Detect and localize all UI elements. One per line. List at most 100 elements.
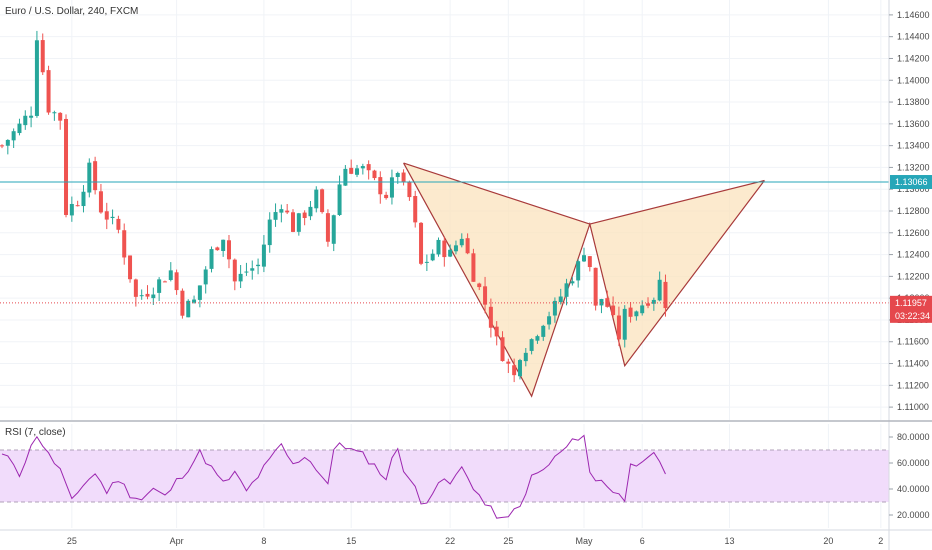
candle-body xyxy=(133,279,138,297)
candle-body xyxy=(192,299,197,303)
candle-body xyxy=(331,215,336,244)
price-badges: 1.13066 1.11957 03:22:34 xyxy=(890,175,932,323)
rsi-line xyxy=(1,434,666,519)
candle-body xyxy=(413,196,418,223)
time-tick-label: 8 xyxy=(261,536,266,546)
time-tick-label: 15 xyxy=(346,536,356,546)
candle-body xyxy=(69,203,74,216)
candle-body xyxy=(174,272,179,291)
price-tick-label: 1.14200 xyxy=(897,53,930,63)
candle-body xyxy=(267,219,272,246)
candle-body xyxy=(75,205,80,207)
candle-body xyxy=(145,293,150,297)
candle-body xyxy=(582,255,586,262)
time-tick-label: 25 xyxy=(67,536,77,546)
candle-body xyxy=(366,164,371,171)
candle-body xyxy=(168,270,173,280)
candle-body xyxy=(430,253,435,261)
rsi-series-line xyxy=(1,434,666,519)
pattern-leg-xb xyxy=(403,162,591,225)
candle-body xyxy=(58,112,63,121)
candle-body xyxy=(139,295,144,297)
bar-countdown-label: 03:22:34 xyxy=(895,311,930,321)
candle-body xyxy=(628,307,633,317)
price-tick-label: 1.13800 xyxy=(897,97,930,107)
candle-body xyxy=(320,189,325,213)
price-tick-label: 1.12400 xyxy=(897,250,930,260)
pattern-leg-bd xyxy=(589,179,765,225)
pattern-triangle-bcd xyxy=(589,180,765,366)
price-tick-label: 1.13000 xyxy=(897,184,930,194)
candle-body xyxy=(494,326,499,337)
candle-body xyxy=(593,267,598,306)
candle-body xyxy=(459,238,464,246)
candle-body xyxy=(570,281,575,284)
candle-body xyxy=(261,244,266,267)
candle-body xyxy=(535,336,540,341)
candle-body xyxy=(250,268,255,271)
candle-body xyxy=(17,123,22,134)
price-tick-label: 1.13200 xyxy=(897,162,930,172)
candle-body xyxy=(372,170,377,179)
candle-body xyxy=(576,261,581,281)
price-tick-label: 1.14400 xyxy=(897,32,930,42)
candle-body xyxy=(646,303,651,306)
candle-body xyxy=(384,194,389,199)
candle-body xyxy=(180,290,185,316)
rsi-title: RSI (7, close) xyxy=(5,427,66,438)
candle-body xyxy=(483,286,488,305)
candle-body xyxy=(209,249,214,269)
candle-body xyxy=(651,299,656,304)
candle-body xyxy=(291,212,295,232)
candle-body xyxy=(238,273,243,282)
candle-body xyxy=(314,189,319,209)
rsi-axis-ticks: 80.0000 60.0000 40.0000 20.0000 xyxy=(889,432,930,520)
candle-body xyxy=(465,238,470,254)
price-tick-label: 1.11000 xyxy=(897,402,929,412)
price-tick-label: 1.11600 xyxy=(897,337,929,347)
candle-body xyxy=(634,311,639,317)
time-tick-label: May xyxy=(575,536,593,546)
candle-body xyxy=(640,305,645,314)
price-tick-label: 1.12200 xyxy=(897,271,930,281)
candle-body xyxy=(0,145,4,147)
price-tick-label: 1.11400 xyxy=(897,359,929,369)
time-tick-label: 6 xyxy=(640,536,645,546)
pattern-triangle-xab xyxy=(403,163,590,397)
candle-body xyxy=(523,352,528,362)
candle-body xyxy=(296,213,301,232)
candle-body xyxy=(395,173,400,177)
candle-body xyxy=(93,161,98,191)
price-chart-title: Euro / U.S. Dollar, 240, FXCM xyxy=(5,6,138,17)
price-tick-label: 1.12800 xyxy=(897,206,930,216)
candle-body xyxy=(471,253,476,282)
candle-body xyxy=(325,213,330,242)
candle-body xyxy=(401,172,406,183)
candle-body xyxy=(221,239,226,251)
time-tick-label: 22 xyxy=(445,536,455,546)
candle-body xyxy=(657,279,662,301)
candle-body xyxy=(599,299,604,306)
candle-body xyxy=(389,177,394,198)
candle-body xyxy=(616,315,621,340)
candle-body xyxy=(424,261,429,263)
candles xyxy=(0,30,668,383)
candle-body xyxy=(587,256,592,268)
candle-body xyxy=(453,245,458,252)
candle-body xyxy=(273,212,278,220)
candle-body xyxy=(226,240,231,260)
candle-body xyxy=(23,115,28,126)
candle-body xyxy=(285,210,290,213)
resistance-price-badge xyxy=(890,175,932,190)
candle-body xyxy=(419,222,424,264)
candle-body xyxy=(162,281,167,283)
price-tick-label: 1.11200 xyxy=(897,380,929,390)
candle-body xyxy=(52,112,57,114)
resistance-price-label: 1.13066 xyxy=(895,177,928,187)
candle-body xyxy=(448,249,453,257)
time-tick-label: Apr xyxy=(170,536,184,546)
candle-body xyxy=(506,361,511,364)
candle-body xyxy=(302,212,307,219)
candle-body xyxy=(116,218,121,230)
candle-body xyxy=(122,230,127,258)
